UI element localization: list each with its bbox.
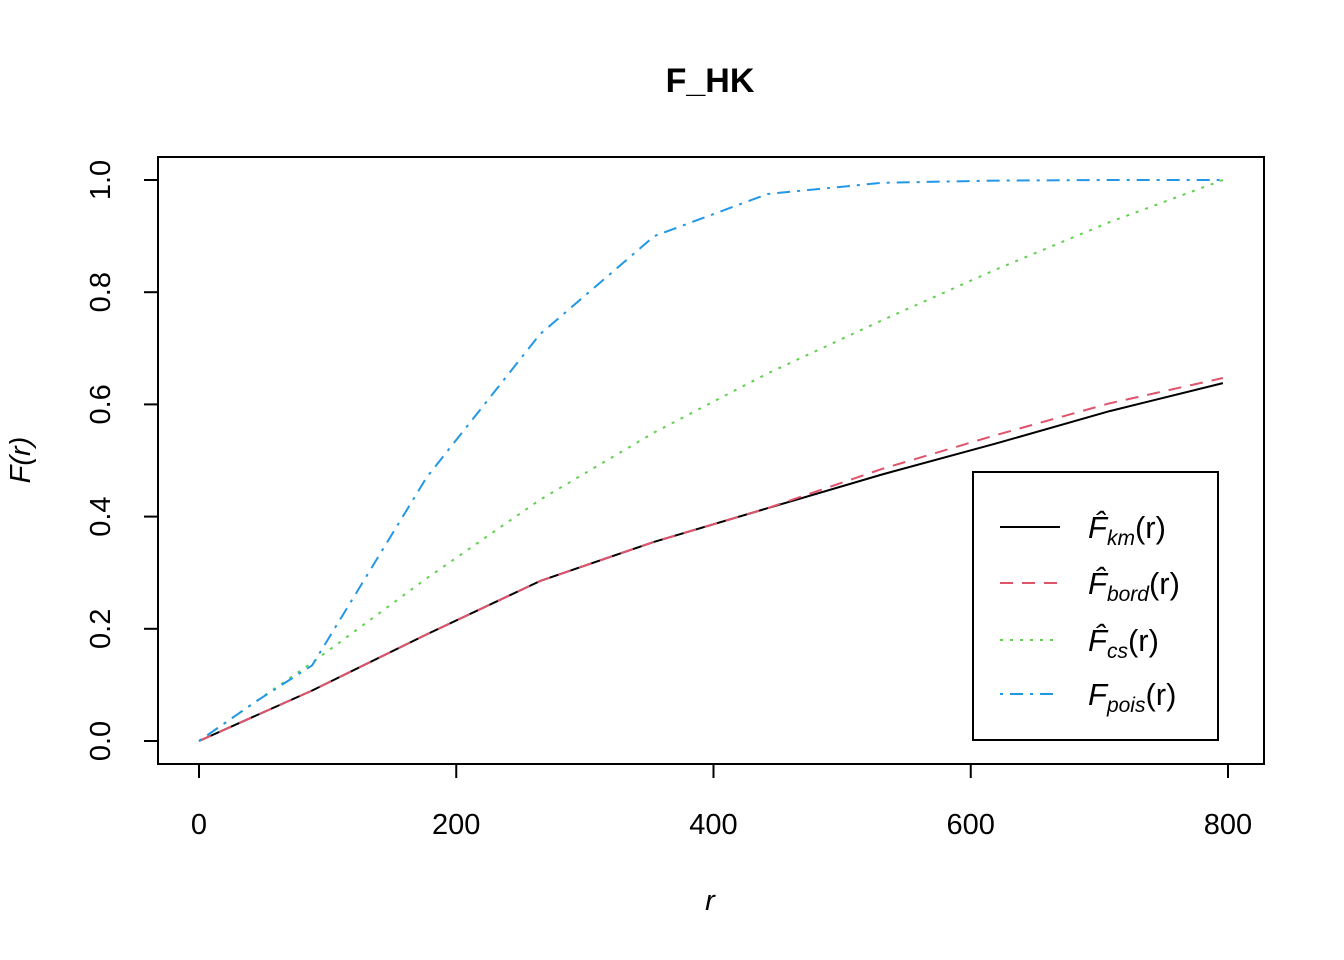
y-tick-label: 0.6 xyxy=(85,384,117,424)
legend-label-main: F̂ xyxy=(1088,622,1109,658)
x-tick-label: 600 xyxy=(947,809,995,841)
y-tick-label: 0.2 xyxy=(85,609,117,649)
legend-label-sub: pois xyxy=(1106,694,1146,717)
legend-label-main: F xyxy=(1088,677,1109,712)
legend-label-km: F̂km(r) xyxy=(1088,509,1166,550)
y-tick-label: 0.0 xyxy=(85,721,117,761)
legend-items: F̂km(r)F̂bord(r)F̂cs(r)Fpois(r) xyxy=(1000,509,1180,717)
series-layer xyxy=(198,179,1224,742)
x-axis: 0 200 400 600 800 xyxy=(191,763,1252,841)
x-axis-label: r xyxy=(705,885,716,917)
legend-label-sub: km xyxy=(1107,527,1135,550)
series-line-bord xyxy=(198,377,1224,742)
legend-label-arg: (r) xyxy=(1128,623,1159,658)
legend-label-sub: cs xyxy=(1107,640,1129,663)
legend-label-arg: (r) xyxy=(1145,677,1176,712)
legend-label-arg: (r) xyxy=(1135,510,1166,545)
series-line-cs xyxy=(198,179,1224,742)
y-tick-label: 0.4 xyxy=(85,496,117,536)
y-axis-label: F(r) xyxy=(5,437,37,484)
legend-label-cs: F̂cs(r) xyxy=(1088,622,1159,663)
x-tick-label: 400 xyxy=(689,809,737,841)
legend: F̂km(r)F̂bord(r)F̂cs(r)Fpois(r) xyxy=(972,471,1219,741)
legend-label-main: F̂ xyxy=(1088,565,1109,601)
y-tick-label: 1.0 xyxy=(85,160,117,200)
y-axis: 0.0 0.2 0.4 0.6 0.8 1.0 xyxy=(85,160,159,761)
x-tick-label: 800 xyxy=(1204,809,1252,841)
legend-label-pois: Fpois(r) xyxy=(1088,677,1176,717)
legend-label-sub: bord xyxy=(1107,583,1150,606)
chart-title: F_HK xyxy=(666,62,755,100)
legend-label-main: F̂ xyxy=(1088,509,1109,545)
x-tick-label: 0 xyxy=(191,809,207,841)
legend-label-bord: F̂bord(r) xyxy=(1088,565,1180,606)
x-tick-label: 200 xyxy=(432,809,480,841)
y-tick-label: 0.8 xyxy=(85,272,117,312)
legend-label-arg: (r) xyxy=(1149,566,1180,601)
legend-box xyxy=(972,471,1219,741)
